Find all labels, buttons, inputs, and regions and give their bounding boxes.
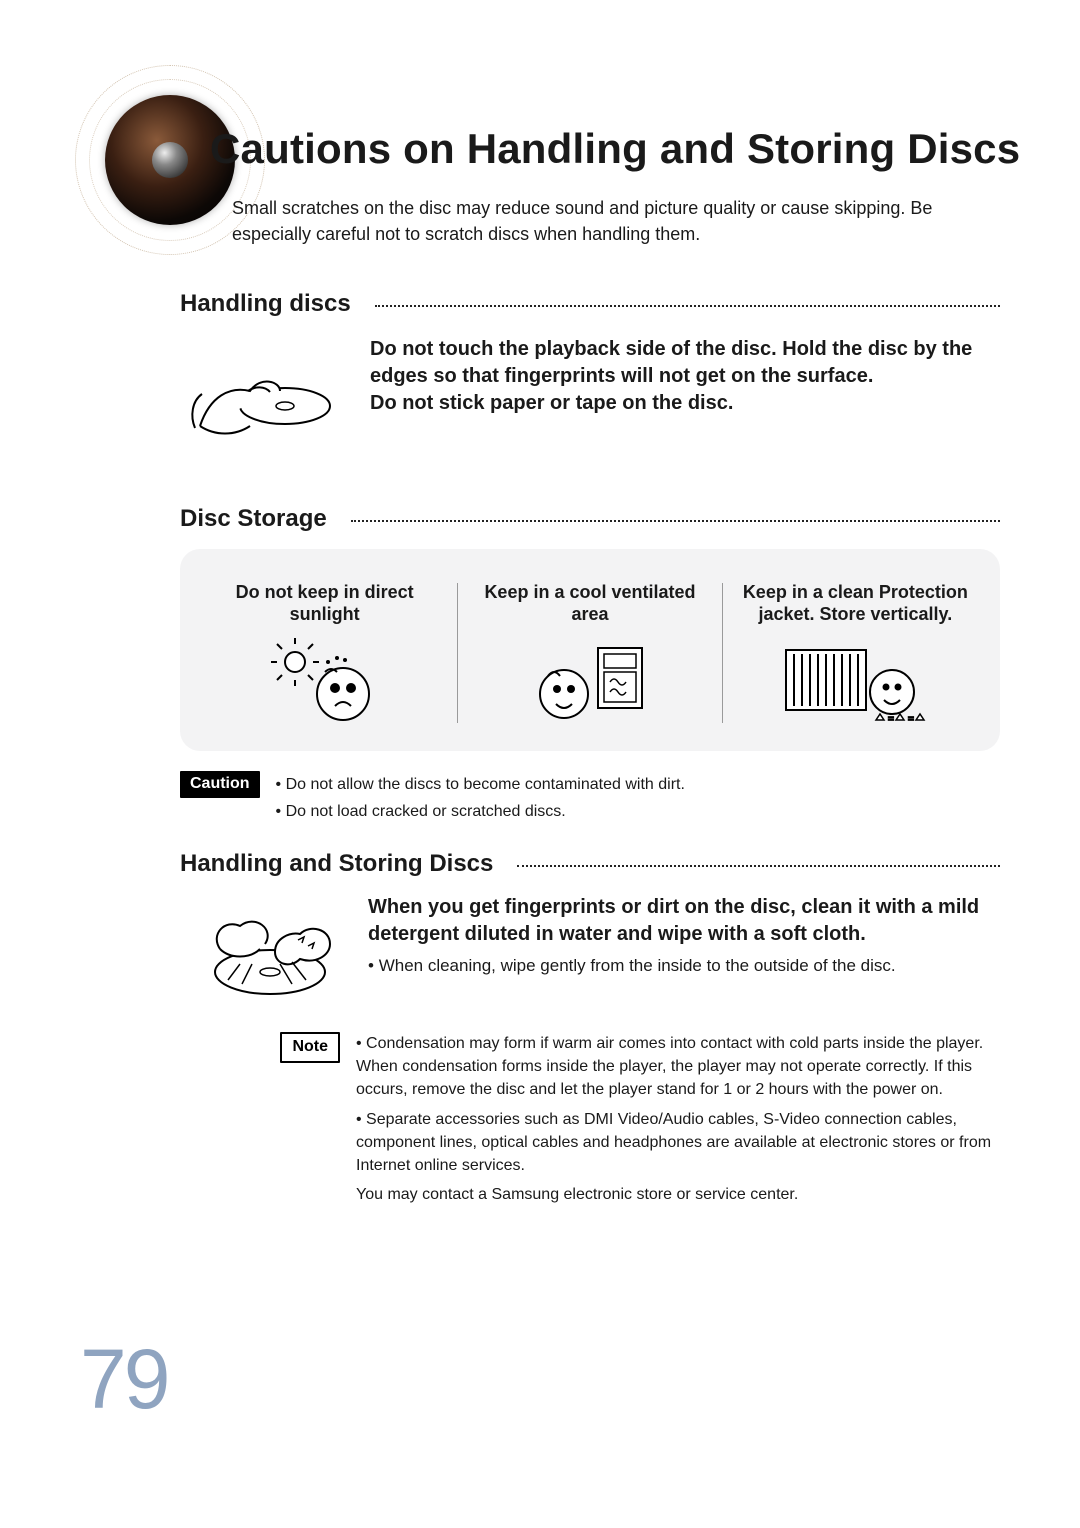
dotted-rule [375,305,1000,307]
storage-caption: Do not keep in direct sunlight [208,577,442,629]
handling-heading: Handling discs [180,290,361,318]
page-number: 79 [80,1331,167,1428]
note-badge: Note [280,1032,340,1063]
svg-text:=: = [908,714,914,725]
handling-text-1: Do not touch the playback side of the di… [370,336,990,390]
storage-caption: Keep in a cool ventilated area [473,577,707,629]
hs-tip: When cleaning, wipe gently from the insi… [368,954,1000,978]
hs-lead: When you get fingerprints or dirt on the… [368,894,988,948]
section-disc-storage: Disc Storage Do not keep in direct sunli… [180,505,1000,827]
wipe-disc-illustration [180,894,340,1004]
storage-divider [457,583,458,723]
storage-heading: Disc Storage [180,505,337,533]
sunlight-illustration [208,641,442,729]
storage-col-sunlight: Do not keep in direct sunlight [208,577,442,729]
intro-paragraph: Small scratches on the disc may reduce s… [232,195,992,247]
dotted-rule [351,520,1000,522]
dotted-rule [517,865,1000,867]
vertical-store-illustration: = = [738,641,972,729]
note-block: Note Condensation may form if warm air c… [180,1032,1000,1212]
note-tail: You may contact a Samsung electronic sto… [356,1183,1000,1206]
section-handling-discs: Handling discs Do not touch the playback… [180,290,1000,446]
caution-badge: Caution [180,771,260,798]
caution-item: Do not allow the discs to become contami… [276,773,685,796]
handling-text-2: Do not stick paper or tape on the disc. [370,390,990,417]
note-item: Condensation may form if warm air comes … [356,1032,1000,1102]
hold-disc-illustration [180,336,340,446]
note-item: Separate accessories such as DMI Video/A… [356,1108,1000,1178]
caution-block: Caution Do not allow the discs to become… [180,771,1000,827]
storage-col-cool: Keep in a cool ventilated area [473,577,707,729]
svg-text:=: = [888,714,894,725]
storage-caption: Keep in a clean Protection jacket. Store… [738,577,972,629]
hs-heading: Handling and Storing Discs [180,850,503,878]
storage-col-vertical: Keep in a clean Protection jacket. Store… [738,577,972,729]
storage-divider [722,583,723,723]
section-handling-storing: Handling and Storing Discs [180,850,1000,1212]
storage-panel: Do not keep in direct sunlight [180,549,1000,751]
page-title: Cautions on Handling and Storing Discs [210,125,1020,173]
cool-area-illustration [473,641,707,729]
caution-item: Do not load cracked or scratched discs. [276,800,685,823]
manual-page: Cautions on Handling and Storing Discs S… [0,0,1080,1528]
